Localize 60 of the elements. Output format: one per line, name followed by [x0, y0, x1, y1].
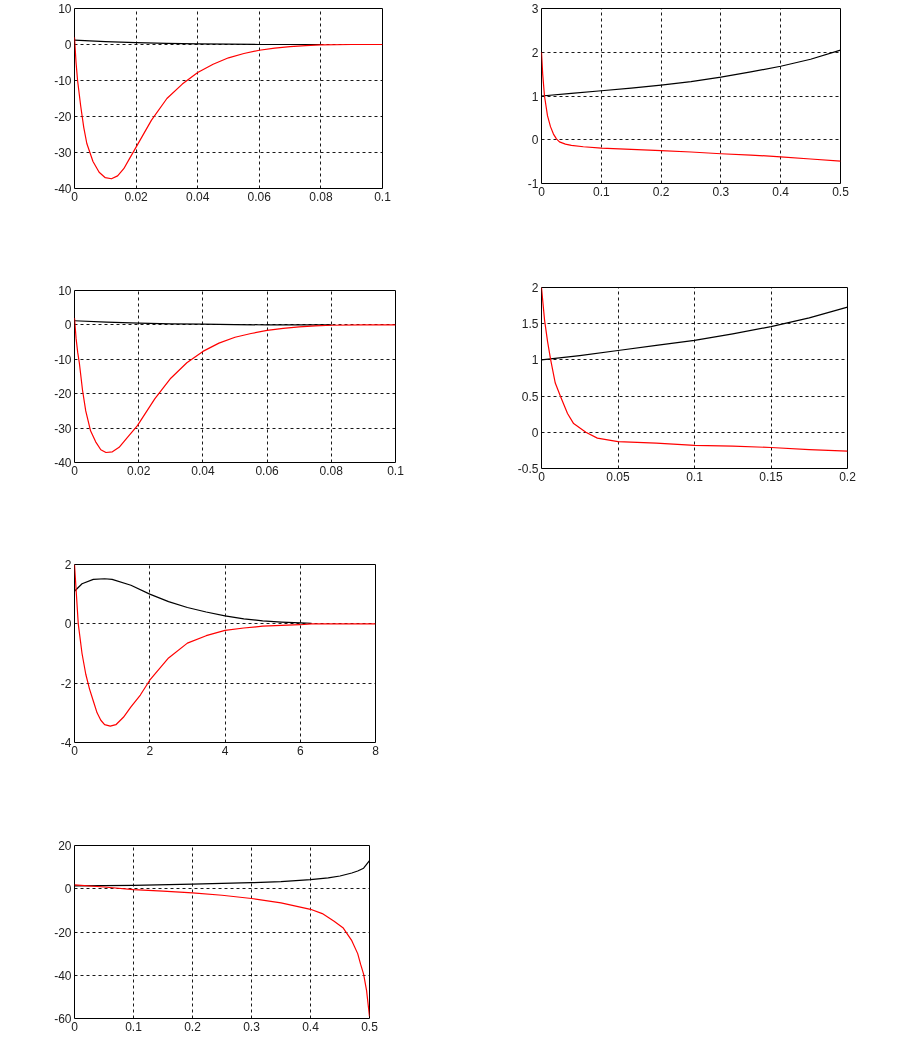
x-tick-label: 8 — [372, 743, 380, 758]
y-tick-label: 1 — [531, 89, 539, 104]
x-tick-label: 0.1 — [592, 184, 610, 199]
x-tick-label: 0.05 — [606, 469, 630, 484]
x-tick-label: 0.1 — [686, 469, 704, 484]
y-tick-label: 3 — [531, 2, 539, 16]
x-tick-label: 0.04 — [186, 189, 210, 204]
x-tick-label: 0.5 — [361, 1019, 379, 1034]
y-tick-label: -10 — [54, 74, 72, 88]
y-tick-label: 10 — [58, 284, 72, 298]
y-tick-label: 0 — [64, 882, 72, 897]
y-tick-label: -20 — [54, 925, 72, 940]
x-tick-label: 0.1 — [374, 189, 392, 204]
x-tick-label: 0.4 — [302, 1019, 320, 1034]
y-tick-label: -30 — [54, 146, 72, 160]
y-tick-label: 0 — [531, 133, 539, 148]
y-tick-label: 0 — [64, 38, 72, 52]
y-tick-label: -4 — [60, 736, 72, 750]
x-tick-label: 0.06 — [255, 463, 280, 478]
y-tick-label: -0.5 — [517, 462, 539, 476]
y-tick-label: 10 — [58, 2, 72, 16]
x-tick-label: 2 — [146, 743, 154, 758]
x-tick-label: 0.15 — [759, 469, 783, 484]
y-tick-label: 0.5 — [521, 389, 539, 404]
y-tick-label: -20 — [54, 110, 72, 124]
y-tick-label: -10 — [54, 352, 72, 367]
x-tick-label: 0.02 — [127, 463, 151, 478]
x-tick-label: 0.1 — [125, 1019, 143, 1034]
x-tick-label: 0.2 — [652, 184, 670, 199]
x-tick-label: 0.04 — [191, 463, 215, 478]
x-tick-label: 0.2 — [839, 469, 857, 484]
y-tick-label: -2 — [60, 676, 72, 691]
x-tick-label: 0.3 — [243, 1019, 261, 1034]
y-tick-label: 2 — [531, 45, 539, 60]
y-tick-label: -1 — [527, 177, 539, 191]
x-tick-label: 0.08 — [319, 463, 344, 478]
y-tick-label: 2 — [64, 558, 72, 572]
x-tick-label: 0.06 — [247, 189, 272, 204]
x-tick-label: 0.4 — [772, 184, 790, 199]
y-tick-label: -40 — [54, 968, 72, 983]
x-tick-label: 6 — [296, 743, 304, 758]
y-tick-label: -60 — [54, 1012, 72, 1026]
x-tick-label: 0.08 — [309, 189, 333, 204]
y-tick-label: -20 — [54, 387, 72, 402]
y-tick-label: 0 — [64, 318, 72, 333]
x-tick-label: 0.5 — [832, 184, 850, 199]
y-tick-label: 1.5 — [521, 317, 539, 332]
y-tick-label: 0 — [531, 425, 539, 440]
y-tick-label: -30 — [54, 421, 72, 436]
y-tick-label: -40 — [54, 456, 72, 470]
x-tick-label: 0.1 — [387, 463, 405, 478]
x-tick-label: 4 — [221, 743, 229, 758]
y-tick-label: 2 — [531, 281, 539, 295]
y-tick-label: 20 — [58, 839, 72, 853]
x-tick-label: 0.2 — [184, 1019, 202, 1034]
x-tick-label: 0.3 — [712, 184, 730, 199]
x-tick-label: 0.02 — [124, 189, 149, 204]
y-tick-label: -40 — [54, 182, 72, 196]
y-tick-label: 0 — [64, 617, 72, 632]
y-tick-label: 1 — [531, 353, 539, 368]
